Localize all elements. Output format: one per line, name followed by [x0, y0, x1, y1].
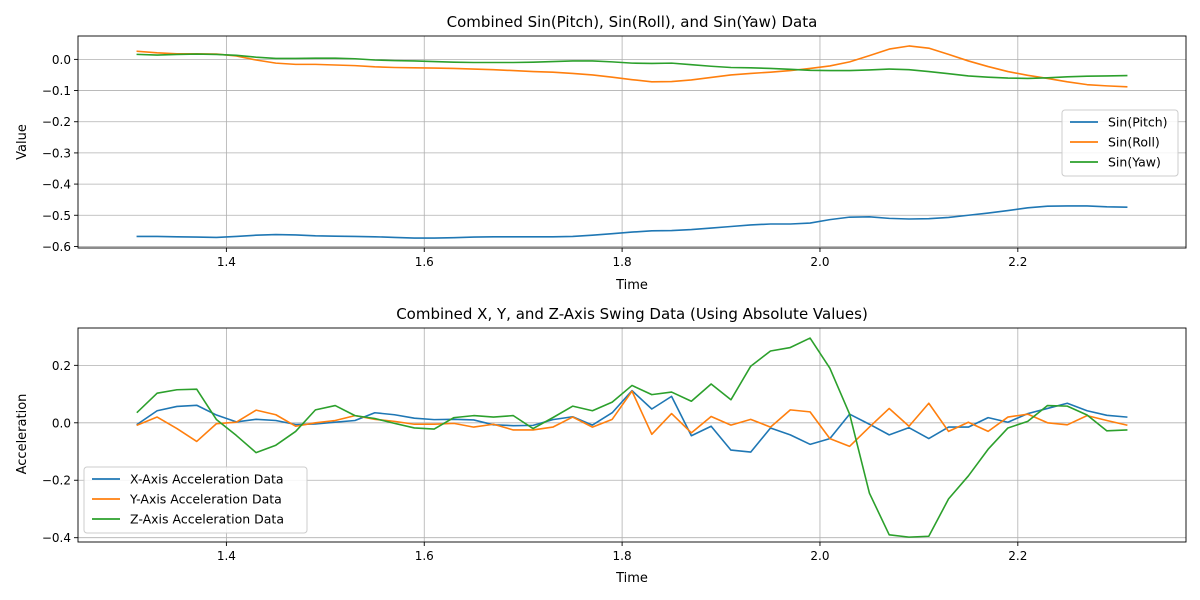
legend-box — [1061, 109, 1179, 177]
y-tick-label: 0.2 — [52, 359, 71, 373]
x-tick-label: 2.2 — [1008, 549, 1027, 563]
y-tick-label: 0.0 — [52, 416, 71, 430]
xyz-acceleration-chart: Combined X, Y, and Z-Axis Swing Data (Us… — [15, 305, 1187, 586]
x-tick-label: 1.4 — [217, 255, 236, 269]
pitch-roll-yaw-chart: Combined Sin(Pitch), Sin(Roll), and Sin(… — [15, 13, 1187, 293]
series-lines — [136, 337, 1128, 538]
series-lines — [136, 45, 1128, 239]
y-axis-label: Value — [15, 124, 30, 160]
legend: X-Axis Acceleration Data Y-Axis Accelerat… — [83, 466, 308, 534]
x-tick-label: 1.8 — [613, 255, 632, 269]
y-tick-label: −0.4 — [42, 178, 71, 192]
y-tick-label: −0.3 — [42, 146, 71, 160]
legend-label: Z-Axis Acceleration Data — [130, 512, 284, 527]
x-axis-label: Time — [615, 571, 648, 586]
x-tick-label: 1.6 — [415, 549, 434, 563]
x-tick-label: 1.6 — [415, 255, 434, 269]
y-tick-label: −0.6 — [42, 240, 71, 254]
legend-label: Sin(Pitch) — [1108, 115, 1168, 130]
legend: Sin(Pitch) Sin(Roll) Sin(Yaw) — [1061, 109, 1179, 177]
x-axis-label: Time — [615, 278, 648, 293]
x-tick-label: 2.0 — [810, 255, 829, 269]
y-tick-label: 0.0 — [52, 53, 71, 67]
x-tick-label: 2.0 — [810, 549, 829, 563]
legend-label: Y-Axis Acceleration Data — [129, 492, 282, 507]
gridlines — [78, 36, 1186, 248]
series-line-1 — [136, 205, 1128, 239]
plot-frame — [77, 35, 1187, 249]
x-tick-label: 2.2 — [1008, 255, 1027, 269]
series-line-3 — [136, 53, 1128, 80]
y-tick-label: −0.1 — [42, 84, 71, 98]
chart-title: Combined X, Y, and Z-Axis Swing Data (Us… — [396, 305, 868, 323]
series-line-3 — [136, 337, 1128, 538]
series-line-2 — [136, 45, 1128, 88]
y-axis-label: Acceleration — [15, 394, 30, 475]
y-tick-label: −0.4 — [42, 531, 71, 545]
legend-label: Sin(Roll) — [1108, 135, 1160, 150]
y-tick-label: −0.2 — [42, 474, 71, 488]
x-tick-label: 1.4 — [217, 549, 236, 563]
legend-label: Sin(Yaw) — [1108, 155, 1161, 170]
y-tick-label: −0.2 — [42, 115, 71, 129]
chart-title: Combined Sin(Pitch), Sin(Roll), and Sin(… — [447, 13, 818, 31]
legend-label: X-Axis Acceleration Data — [130, 472, 284, 487]
y-tick-label: −0.5 — [42, 209, 71, 223]
plot-frame — [77, 327, 1187, 543]
legend-box — [83, 466, 308, 534]
x-tick-label: 1.8 — [613, 549, 632, 563]
